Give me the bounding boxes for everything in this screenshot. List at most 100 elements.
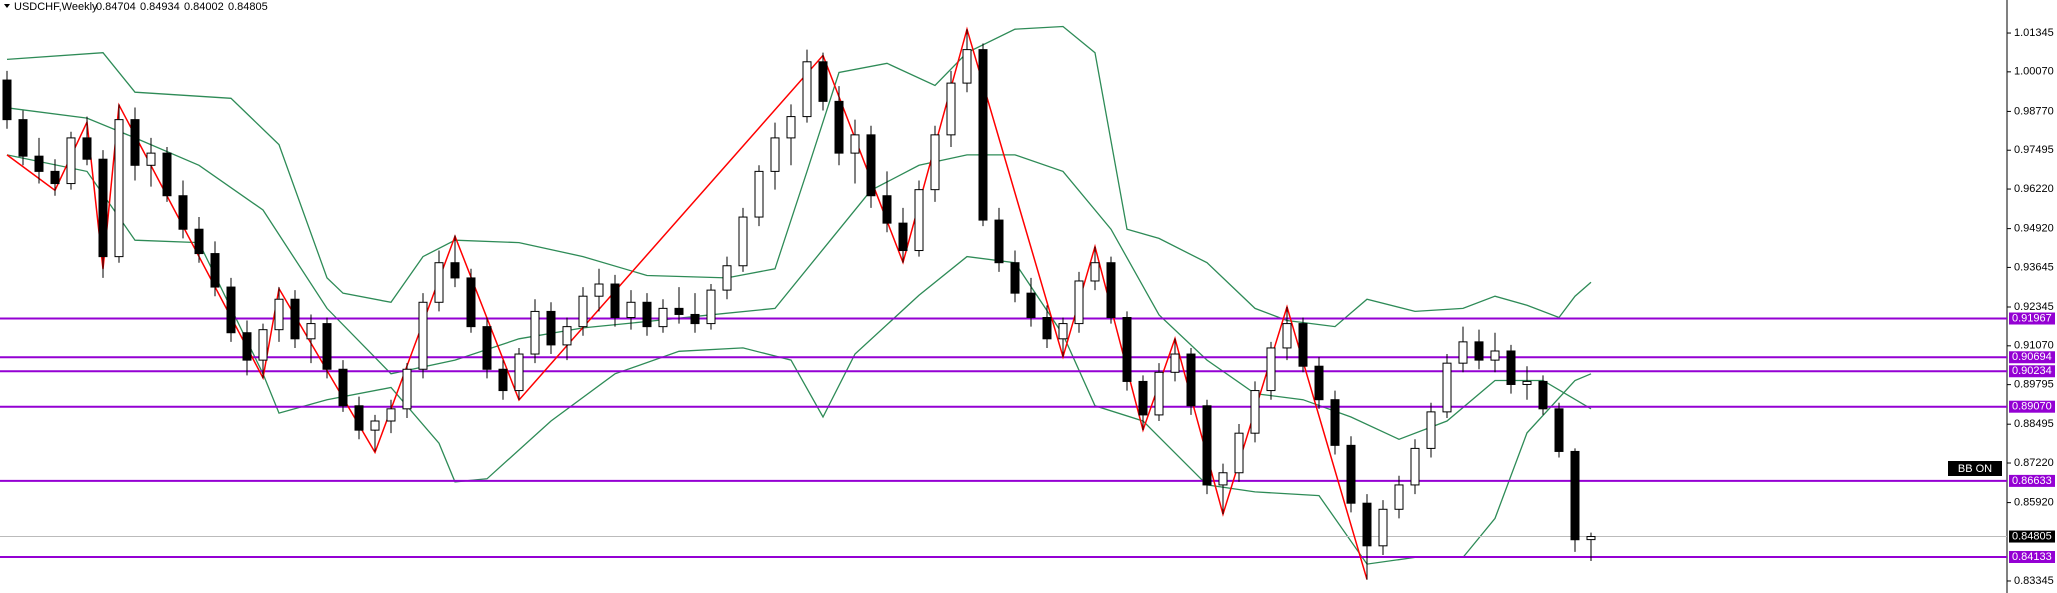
indicator-label: BB ON [1958,463,1992,475]
level-label: 0.89070 [2012,401,2052,413]
current-price-bg [2009,530,2055,543]
candle-body [226,286,236,334]
candle-body [1010,262,1020,294]
candle-body [1442,362,1452,413]
y-tick-label: 0.94920 [2014,223,2054,235]
candle-body [1026,292,1036,319]
candle-body [354,405,364,431]
candle-body [1170,353,1180,373]
candle-body [146,152,156,166]
candle-body [322,323,332,370]
close-value: 0.84805 [228,1,268,13]
candle-body [834,100,844,154]
high-value: 0.84934 [140,1,180,13]
candle-body [130,119,140,166]
candle-body [866,134,876,197]
level-label-bg [2009,312,2055,325]
candle-body [34,155,44,172]
candle-body [178,195,188,230]
candle-body [1474,341,1484,361]
indicator-bg [1948,461,2002,476]
candle-body [434,262,444,303]
candle-body [1234,432,1244,474]
candle-body [466,277,476,328]
level-label: 0.90234 [2012,365,2052,377]
candle-body [898,222,908,252]
candle-body [2,79,12,121]
candle-body [1058,323,1068,340]
candle-body [786,116,796,139]
candle-body [994,219,1004,264]
candle-body [194,228,204,255]
candle-body [978,49,988,221]
chart-title: USDCHF,Weekly [14,1,98,13]
level-label-bg [2009,351,2055,364]
level-label: 0.84133 [2012,551,2052,563]
candle-body [514,353,524,392]
candle-body [1298,323,1308,367]
candle-body [754,170,764,218]
candle-body [738,216,748,267]
candle-body [290,298,300,340]
candle-body [114,119,124,258]
candle-body [930,134,940,191]
candle-body [946,82,956,136]
candle-body [626,301,636,319]
candle-body [882,195,892,224]
y-tick-label: 0.85920 [2014,496,2054,508]
candle-body [306,323,316,340]
candle-body [610,283,620,319]
level-label: 0.91967 [2012,312,2052,324]
y-tick-label: 0.97495 [2014,144,2054,156]
y-tick-label: 0.96220 [2014,183,2054,195]
candle-body [98,158,108,258]
current-price-label: 0.84805 [2012,530,2052,542]
candle-body [1250,390,1260,434]
level-label-bg [2009,474,2055,487]
candle-body [1090,262,1100,282]
y-tick-label: 0.89795 [2014,379,2054,391]
candle-body [1154,371,1164,416]
candle-body [1554,408,1564,452]
candle-body [210,253,220,288]
candle-body [242,332,252,361]
candle-body [1570,450,1580,541]
candle-body [402,368,412,410]
candle-body [1538,380,1548,410]
candle-body [1074,280,1084,325]
candle-body [66,137,76,185]
candle-body [1506,350,1516,385]
candle-body [914,189,924,252]
candle-body [274,298,284,331]
candle-body [50,170,60,185]
candle-body [674,307,684,315]
level-label: 0.90694 [2012,351,2052,363]
candle-body [818,61,828,102]
candle-body [706,289,716,325]
candle-body [1282,323,1292,349]
candle-body [18,119,28,157]
candle-body [1138,380,1148,416]
menu-arrow[interactable] [4,4,10,8]
candle-body [1490,350,1500,361]
candle-body [82,137,92,160]
candle-body [578,295,588,328]
y-tick-label: 0.87220 [2014,457,2054,469]
candle-body [1426,411,1436,449]
candle-body [1202,405,1212,486]
candle-body [1106,262,1116,319]
candle-body [162,152,172,197]
candle-body [850,134,860,154]
y-tick-label: 1.01345 [2014,27,2054,39]
candle-body [1330,399,1340,446]
candle-body [1378,508,1388,547]
level-label-bg [2009,550,2055,563]
candle-body [770,137,780,172]
candle-body [1266,347,1276,392]
candle-body [1346,444,1356,504]
y-tick-label: 0.92345 [2014,301,2054,313]
level-label-bg [2009,365,2055,378]
candle-body [802,61,812,118]
